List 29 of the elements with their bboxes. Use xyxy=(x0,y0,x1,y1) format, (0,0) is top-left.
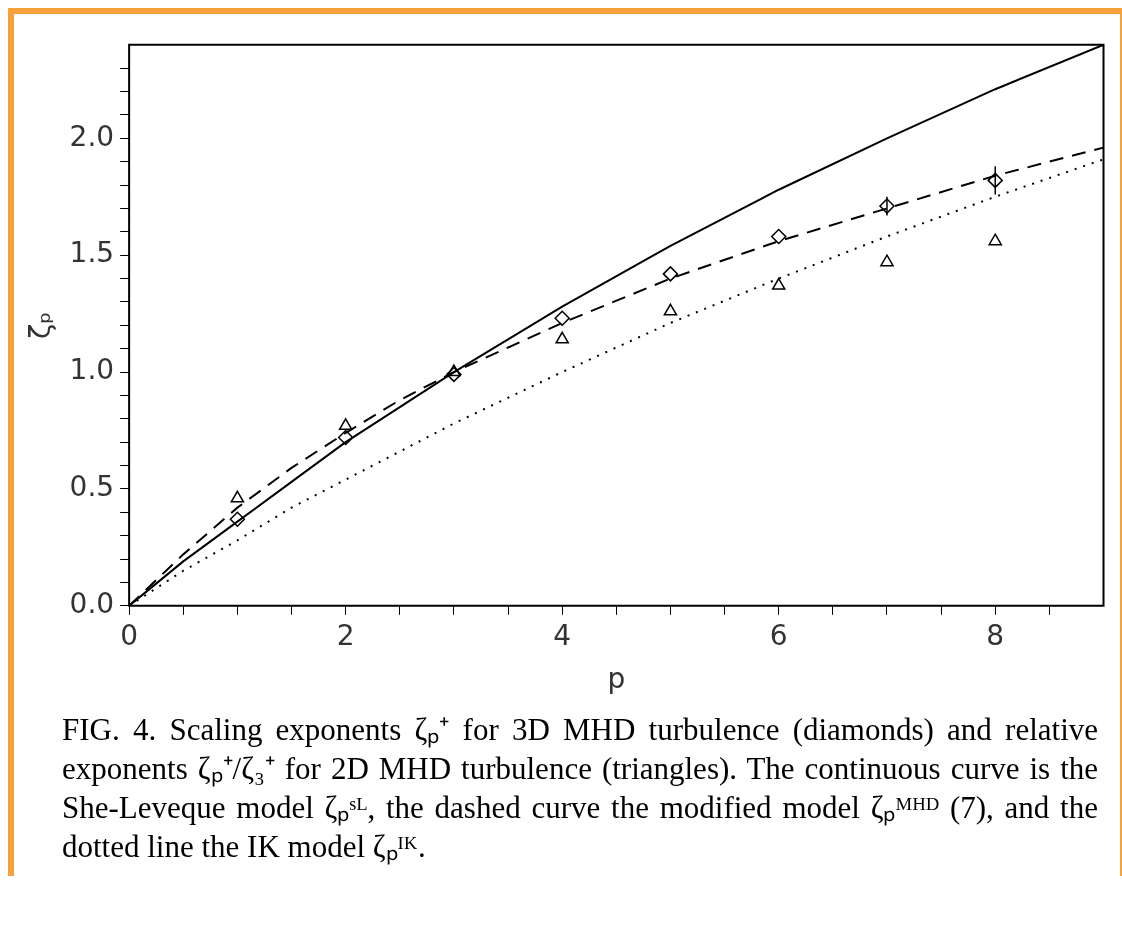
y-axis-title: ζₚ xyxy=(24,311,58,339)
point xyxy=(663,303,678,316)
point xyxy=(554,310,570,327)
point xyxy=(447,364,461,377)
y-tick-label: 0.0 xyxy=(69,587,115,621)
x-tick-label: 8 xyxy=(986,618,1005,652)
x-tick-label: 2 xyxy=(336,618,355,652)
x-tick-label: 0 xyxy=(120,618,139,652)
point xyxy=(555,331,569,344)
point xyxy=(338,418,353,431)
point xyxy=(662,266,679,282)
y-tick-label: 2.0 xyxy=(69,119,115,153)
y-tick-label: 0.5 xyxy=(69,470,115,504)
y-tick-label: 1.0 xyxy=(69,353,115,387)
point xyxy=(771,277,786,290)
point xyxy=(988,233,1003,246)
x-tick-label: 4 xyxy=(553,618,572,652)
point xyxy=(987,172,1003,189)
point xyxy=(879,198,895,214)
caption: FIG. 4. Scaling exponents ζₚ⁺ for 3D MHD turbulence (diamonds) and relative exponents ζₚ⁺/ζ₃⁺ for 2D MHD turbulence (triangles). The continuous curve is the She-Leveque model ζₚˢᴸ, the dashed curve the modified model ζₚᴹᴴᴰ (7), and the dotted line the IK model ζₚᴵᴷ. xyxy=(61,711,1099,866)
point xyxy=(770,228,787,245)
x-axis-title: p xyxy=(607,662,626,696)
point xyxy=(229,511,246,528)
point xyxy=(337,429,354,446)
point xyxy=(446,366,462,383)
point xyxy=(880,254,894,267)
point xyxy=(230,490,245,503)
y-tick-label: 1.5 xyxy=(69,236,115,270)
x-tick-label: 6 xyxy=(769,618,788,652)
